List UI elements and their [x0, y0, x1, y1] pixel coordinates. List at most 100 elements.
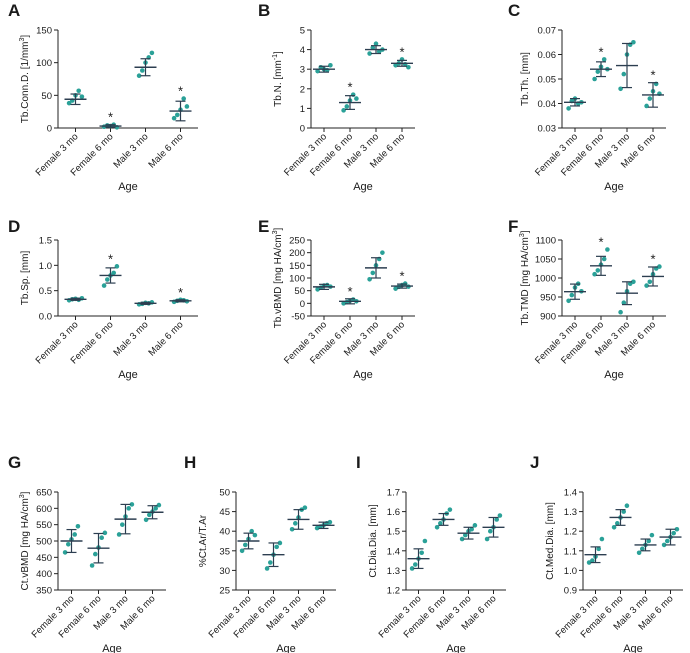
y-tick-label: 650: [36, 488, 52, 499]
data-point: [595, 69, 601, 74]
data-point: [249, 528, 254, 534]
data-point: [268, 560, 273, 565]
y-tick-label: 2: [300, 84, 305, 95]
y-tick-label: 40: [219, 527, 230, 538]
y-tick-label: 1.7: [387, 488, 400, 499]
y-tick-label: 0.06: [538, 50, 557, 61]
data-point: [422, 538, 428, 544]
data-point: [105, 277, 110, 282]
significance-marker: *: [347, 80, 352, 95]
y-tick-label: 200: [289, 248, 305, 259]
data-point: [344, 104, 350, 109]
data-point: [615, 521, 620, 526]
x-category-label: Male 3 mo: [111, 131, 150, 170]
y-tick-label: 30: [219, 566, 230, 577]
y-tick-label: 250: [289, 236, 305, 247]
data-point: [341, 108, 346, 113]
data-point: [89, 563, 95, 568]
y-tick-label: 100: [289, 274, 305, 285]
x-category-label: Male 3 mo: [111, 319, 150, 358]
data-point: [661, 542, 667, 548]
data-point: [293, 521, 298, 526]
y-tick-label: 1.0: [564, 566, 577, 577]
y-tick-label: 0.04: [538, 99, 557, 110]
data-point: [469, 526, 475, 532]
chart-panel-g: G 350 400 450 500 550 600 650 Ct.vBMD [mg HA/cm3…: [8, 453, 166, 653]
data-point: [367, 276, 372, 282]
y-tick-label: 1.1: [564, 546, 577, 557]
x-category-label: Male 6 mo: [146, 319, 185, 358]
data-point: [434, 524, 440, 530]
data-point: [149, 50, 155, 56]
significance-marker: *: [178, 285, 183, 300]
y-tick-label: 1.0: [39, 261, 52, 272]
data-point: [640, 546, 645, 552]
y-tick-label: 0.5: [39, 286, 52, 297]
panel-letter: E: [258, 217, 269, 236]
data-point: [243, 542, 248, 548]
data-point: [373, 41, 379, 47]
y-tick-label: 0: [47, 124, 52, 135]
data-point: [114, 264, 120, 269]
chart-panel-d: D0.00.51.01.5Tb.Sp. [mm]Female 3 moFemal…: [8, 217, 198, 381]
data-point: [116, 532, 122, 537]
data-point: [72, 532, 77, 537]
data-point: [156, 502, 162, 508]
y-tick-label: 0: [300, 299, 305, 310]
data-point: [367, 51, 372, 56]
data-point: [413, 562, 418, 567]
data-point: [406, 64, 411, 70]
data-point: [621, 300, 627, 306]
data-point: [315, 68, 320, 74]
panel-letter: G: [8, 453, 21, 472]
significance-marker: *: [650, 68, 655, 83]
data-point: [66, 541, 71, 547]
data-point: [459, 536, 465, 542]
data-point: [621, 509, 626, 514]
y-tick-label: 150: [289, 261, 305, 272]
data-point: [596, 546, 601, 552]
x-axis-title: Age: [623, 643, 643, 653]
data-point: [370, 45, 376, 50]
data-point: [657, 264, 662, 269]
x-axis-title: Age: [102, 643, 122, 653]
data-point: [76, 88, 81, 94]
significance-marker: *: [178, 84, 183, 99]
y-tick-label: 25: [219, 586, 230, 597]
data-point: [631, 39, 636, 45]
data-point: [354, 96, 359, 101]
data-point: [472, 523, 478, 528]
x-axis-title: Age: [353, 181, 373, 193]
y-tick-label: 0: [300, 124, 305, 135]
data-point: [171, 115, 177, 121]
data-point: [62, 550, 68, 555]
panel-letter: A: [8, 1, 20, 20]
data-point: [463, 532, 468, 538]
data-point: [624, 503, 630, 509]
x-axis-title: Age: [118, 369, 138, 381]
data-point: [566, 106, 571, 111]
y-tick-label: 5: [300, 26, 305, 37]
data-point: [102, 530, 108, 536]
y-axis-title: Ct.Dia.Dia. [mm]: [368, 504, 379, 578]
y-tick-label: 1050: [535, 255, 556, 266]
data-point: [143, 517, 149, 523]
data-point: [618, 309, 623, 315]
y-tick-label: 1.3: [564, 507, 577, 518]
y-tick-label: 35: [219, 546, 230, 557]
panel-letter: D: [8, 217, 20, 236]
data-point: [665, 538, 670, 544]
chart-panel-j: J0.91.01.11.21.31.4Ct.Med.Dia. [mm]Femal…: [530, 453, 683, 653]
data-point: [79, 94, 85, 99]
y-tick-label: 150: [36, 26, 52, 37]
y-tick-label: 0.03: [538, 124, 557, 135]
data-point: [601, 57, 607, 62]
y-tick-label: 1.4: [564, 488, 577, 499]
data-point: [111, 270, 116, 276]
panel-letter: F: [508, 217, 518, 236]
data-point: [599, 536, 605, 542]
